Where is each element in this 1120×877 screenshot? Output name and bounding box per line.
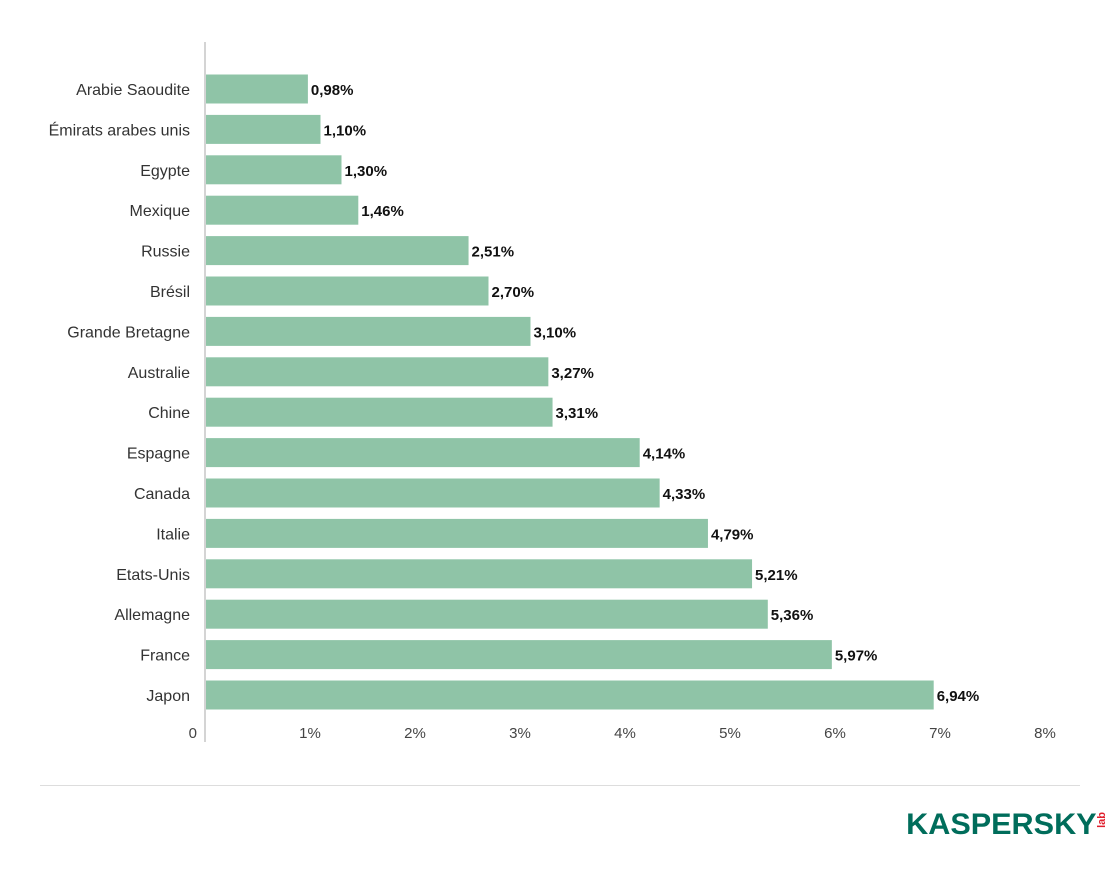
x-tick-label: 2%: [404, 725, 426, 742]
category-label: Allemagne: [114, 607, 190, 624]
kaspersky-logo: KASPERSKY lab: [906, 808, 1108, 841]
bars-group: [206, 74, 934, 710]
value-label: 2,51%: [472, 244, 515, 261]
logo-suffix: lab: [1095, 812, 1108, 828]
logo-word: KASPERSKY: [906, 808, 1097, 841]
category-label: Etats-Unis: [116, 567, 190, 584]
value-label: 1,10%: [324, 122, 367, 139]
bar: [206, 74, 308, 104]
bar: [206, 236, 469, 266]
category-label: Chine: [148, 405, 190, 422]
value-label: 4,33%: [663, 486, 706, 503]
bar-chart: Arabie Saoudite Émirats arabes unis Egypte…: [49, 42, 1056, 742]
bar: [206, 518, 708, 548]
category-label: Mexique: [130, 203, 191, 220]
bar: [206, 559, 753, 589]
value-label: 4,14%: [643, 446, 686, 463]
bar: [206, 478, 660, 508]
category-label: Australie: [128, 365, 190, 382]
value-label: 5,21%: [755, 567, 798, 584]
bar: [206, 114, 321, 144]
x-tick-label: 5%: [719, 725, 741, 742]
bar: [206, 357, 549, 387]
x-tick-label: 1%: [299, 725, 321, 742]
x-tick-label: 3%: [509, 725, 531, 742]
category-label: Japon: [146, 688, 190, 705]
bar: [206, 155, 342, 185]
bar: [206, 195, 359, 225]
category-label: Egypte: [140, 163, 190, 180]
category-label: Canada: [134, 486, 190, 503]
value-label: 3,27%: [551, 365, 594, 382]
category-label: France: [140, 648, 190, 665]
category-label: Émirats arabes unis: [49, 120, 190, 139]
value-label: 6,94%: [937, 688, 980, 705]
category-labels: Arabie Saoudite Émirats arabes unis Egypte…: [49, 82, 190, 705]
bar: [206, 438, 640, 468]
x-tick-label: 7%: [929, 725, 951, 742]
value-label: 1,30%: [345, 163, 388, 180]
value-label: 1,46%: [361, 203, 404, 220]
category-label: Brésil: [150, 284, 190, 301]
value-label: 3,10%: [534, 324, 577, 341]
x-tick-label: 0: [189, 725, 197, 742]
bar: [206, 680, 934, 710]
value-label: 4,79%: [711, 526, 754, 543]
value-label: 5,36%: [771, 607, 814, 624]
value-label: 2,70%: [492, 284, 535, 301]
bar: [206, 397, 553, 427]
category-label: Espagne: [127, 446, 190, 463]
footer-divider: [40, 785, 1080, 786]
x-tick-label: 6%: [824, 725, 846, 742]
bar: [206, 276, 489, 306]
x-tick-label: 4%: [614, 725, 636, 742]
x-axis-ticks: 0 1% 2% 3% 4% 5% 6% 7% 8%: [189, 725, 1056, 742]
bar: [206, 640, 832, 670]
bar: [206, 316, 531, 346]
category-label: Grande Bretagne: [67, 324, 190, 341]
category-label: Arabie Saoudite: [76, 82, 190, 99]
category-label: Russie: [141, 244, 190, 261]
bar: [206, 599, 768, 629]
value-label: 3,31%: [556, 405, 599, 422]
value-label: 5,97%: [835, 648, 878, 665]
category-label: Italie: [156, 526, 190, 543]
value-labels: 0,98% 1,10% 1,30% 1,46% 2,51% 2,70% 3,10% 3,27%…: [311, 82, 979, 705]
x-tick-label: 8%: [1034, 725, 1056, 742]
value-label: 0,98%: [311, 82, 354, 99]
